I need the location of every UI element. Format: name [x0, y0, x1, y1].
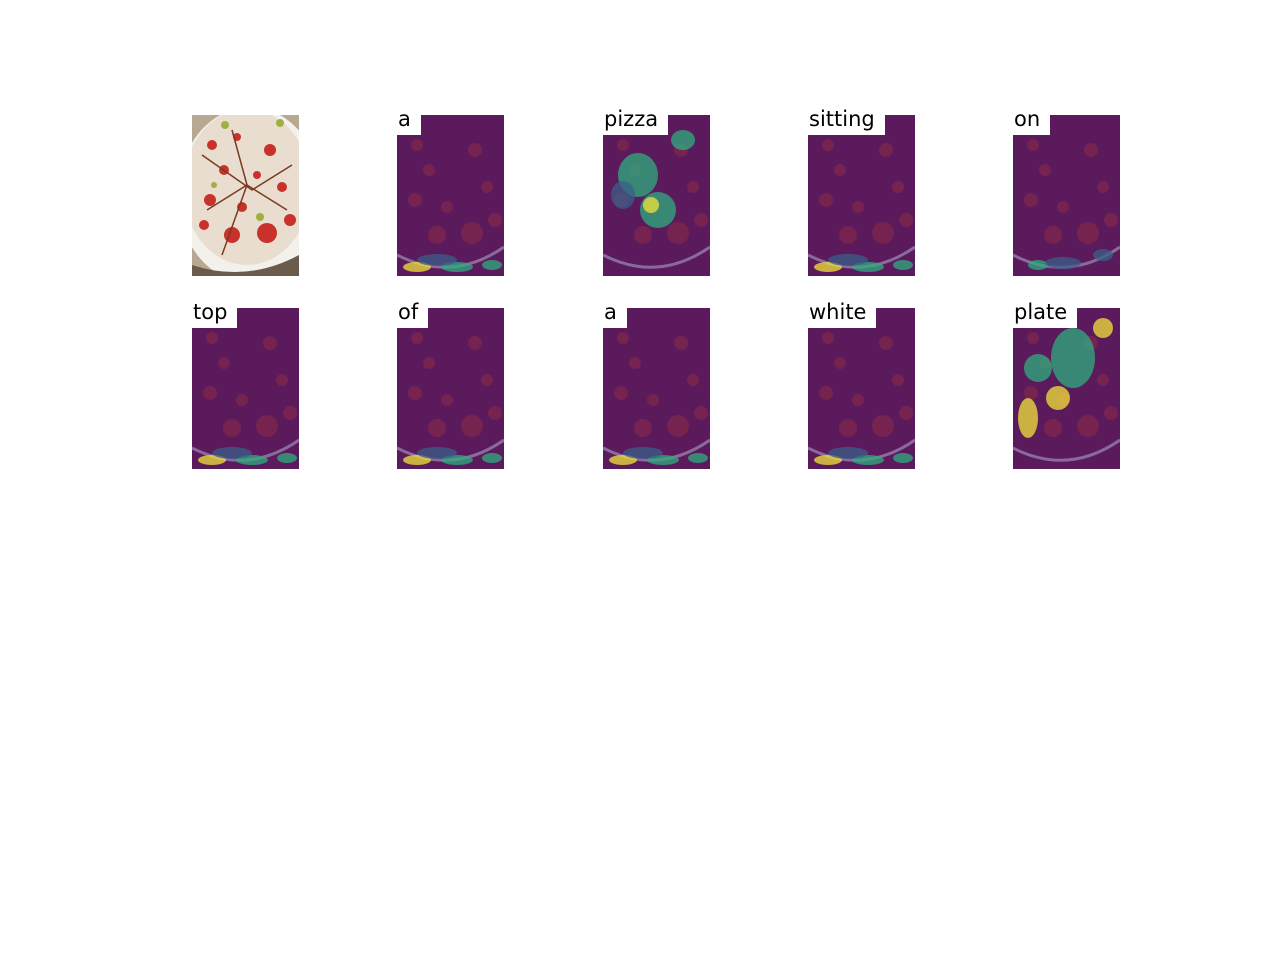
- word-label: a: [603, 298, 627, 328]
- attention-hotspot: [212, 447, 252, 459]
- attention-hotspot: [417, 254, 457, 266]
- attention-hotspot: [893, 453, 913, 463]
- word-label: of: [397, 298, 429, 328]
- attention-hotspot: [1018, 398, 1038, 438]
- attention-heatmap: [1013, 308, 1120, 469]
- attention-heatmap: [397, 308, 504, 469]
- word-label: sitting: [808, 105, 885, 135]
- attention-heatmap: [192, 308, 299, 469]
- attention-panel: of: [397, 298, 504, 469]
- attention-hotspot: [1046, 386, 1070, 410]
- word-label: plate: [1013, 298, 1078, 328]
- attention-panel: a: [603, 298, 710, 469]
- attention-panel: plate: [1013, 298, 1120, 469]
- attention-hotspot: [611, 181, 635, 209]
- attention-panel: pizza: [603, 105, 710, 276]
- attention-heatmap: [603, 115, 710, 276]
- attention-heatmap: [808, 308, 915, 469]
- attention-hotspot: [1093, 249, 1113, 261]
- word-label: pizza: [603, 105, 669, 135]
- attention-hotspot: [1024, 354, 1052, 382]
- attention-heatmap: [808, 115, 915, 276]
- attention-panel: on: [1013, 105, 1120, 276]
- attention-hotspot: [482, 260, 502, 270]
- pizza-photo: [192, 115, 299, 276]
- original-image: [192, 115, 299, 276]
- attention-panel: sitting: [808, 105, 915, 276]
- attention-hotspot: [1045, 257, 1081, 269]
- word-label: top: [192, 298, 238, 328]
- attention-heatmap: [603, 308, 710, 469]
- attention-hotspot: [643, 197, 659, 213]
- attention-panel: white: [808, 298, 915, 469]
- word-label: a: [397, 105, 421, 135]
- attention-hotspot: [828, 254, 868, 266]
- attention-hotspot: [688, 453, 708, 463]
- attention-hotspot: [277, 453, 297, 463]
- attention-hotspot: [828, 447, 868, 459]
- attention-hotspot: [1051, 328, 1095, 388]
- attention-heatmap: [397, 115, 504, 276]
- attention-heatmap: [1013, 115, 1120, 276]
- attention-panel: a: [397, 105, 504, 276]
- attention-hotspot: [623, 447, 663, 459]
- attention-panel: top: [192, 298, 299, 469]
- word-label: on: [1013, 105, 1051, 135]
- attention-hotspot: [482, 453, 502, 463]
- attention-hotspot: [417, 447, 457, 459]
- word-label: white: [808, 298, 877, 328]
- attention-hotspot: [1093, 318, 1113, 338]
- attention-hotspot: [893, 260, 913, 270]
- attention-hotspot: [671, 130, 695, 150]
- attention-hotspot: [1028, 260, 1048, 270]
